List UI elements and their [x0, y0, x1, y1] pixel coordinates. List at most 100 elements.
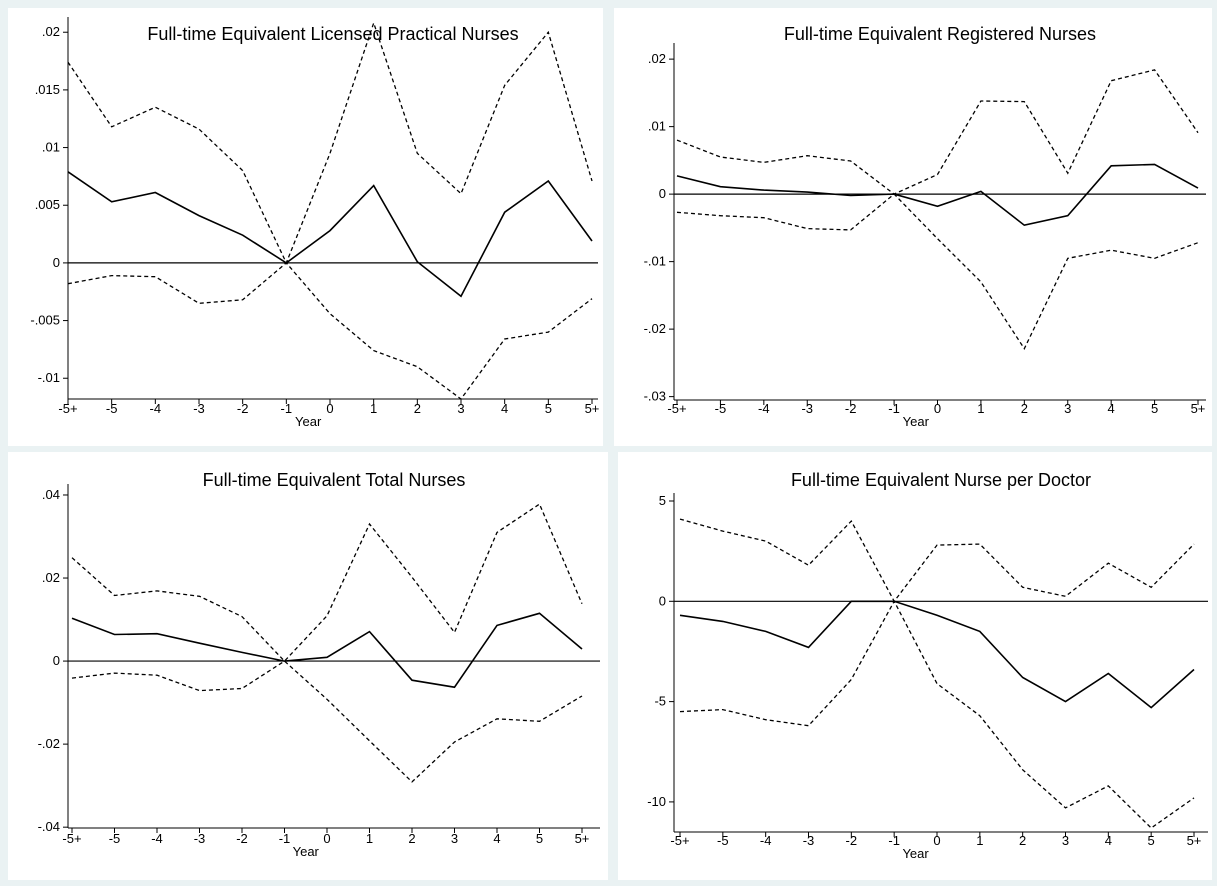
x-tick-label: -3: [194, 831, 206, 846]
y-tick-label: .04: [42, 487, 60, 502]
x-tick-label: -2: [236, 831, 248, 846]
series-line-estimate: [679, 600, 1195, 709]
y-tick-label: .01: [648, 119, 666, 134]
x-tick-label: 5+: [1191, 401, 1206, 416]
x-tick-label: 5: [1151, 401, 1158, 416]
series-line-ci-upper: [71, 503, 583, 663]
x-tick-label: 1: [366, 831, 373, 846]
x-axis-label: Year: [902, 846, 929, 861]
x-tick-label: 3: [1064, 401, 1071, 416]
chart-panel-nurse-per-doctor: Full-time Equivalent Nurse per Doctor 5 0 -…: [618, 452, 1212, 880]
x-tick-label: -5+: [62, 831, 81, 846]
x-tick-label: 5+: [1187, 833, 1202, 848]
x-tick-label: 0: [934, 401, 941, 416]
chart-title: Full-time Equivalent Total Nurses: [203, 470, 466, 490]
series-line-ci-upper: [67, 20, 593, 265]
x-tick-label: -5: [715, 401, 727, 416]
x-axis-label: Year: [295, 414, 322, 429]
chart-svg: Full-time Equivalent Registered Nurses .0…: [644, 24, 1206, 429]
y-tick-label: -.01: [644, 254, 666, 269]
y-tick-label: 0: [659, 593, 666, 608]
y-tick-label: 0: [53, 653, 60, 668]
y-tick-label: 0: [659, 186, 666, 201]
chart-title: Full-time Equivalent Registered Nurses: [784, 24, 1096, 44]
series-line-ci-lower: [71, 660, 583, 783]
x-tick-label: -5+: [670, 833, 689, 848]
series-line-ci-lower: [676, 193, 1199, 351]
series-line-estimate: [676, 163, 1199, 227]
x-tick-label: 1: [976, 833, 983, 848]
x-tick-label: -4: [151, 831, 163, 846]
x-tick-label: 2: [414, 401, 421, 416]
x-tick-label: 4: [1105, 833, 1112, 848]
chart-svg: Full-time Equivalent Nurse per Doctor 5 0 -…: [647, 470, 1208, 861]
x-tick-label: -5: [717, 833, 729, 848]
x-tick-label: 4: [1108, 401, 1115, 416]
y-tick-label: -.01: [38, 370, 60, 385]
y-tick-label: 5: [659, 493, 666, 508]
chart-svg: Full-time Equivalent Total Nurses .04 .02 0…: [38, 470, 600, 859]
y-tick-label: -.02: [38, 736, 60, 751]
x-tick-label: 0: [323, 831, 330, 846]
x-tick-label: -5: [109, 831, 121, 846]
x-axis-label: Year: [903, 414, 930, 429]
y-tick-label: -.02: [644, 321, 666, 336]
x-tick-label: 5+: [575, 831, 590, 846]
y-tick-label: .005: [35, 197, 60, 212]
x-tick-label: -1: [888, 401, 900, 416]
chart-panel-rn: Full-time Equivalent Registered Nurses .0…: [614, 8, 1212, 446]
chart-title: Full-time Equivalent Nurse per Doctor: [791, 470, 1091, 490]
series-line-ci-lower: [679, 599, 1195, 829]
x-tick-label: 2: [1019, 833, 1026, 848]
y-tick-label: .01: [42, 140, 60, 155]
y-tick-label: .02: [42, 570, 60, 585]
x-tick-label: 5+: [585, 401, 600, 416]
x-tick-label: -1: [888, 833, 900, 848]
x-tick-label: -3: [801, 401, 813, 416]
series-line-estimate: [71, 612, 583, 689]
x-tick-label: 2: [408, 831, 415, 846]
x-tick-label: -3: [803, 833, 815, 848]
x-tick-label: 5: [545, 401, 552, 416]
x-tick-label: -1: [281, 401, 293, 416]
x-tick-label: -5: [106, 401, 118, 416]
series-line-ci-upper: [676, 69, 1199, 195]
y-tick-label: 0: [53, 255, 60, 270]
x-tick-label: -1: [279, 831, 291, 846]
x-tick-label: 1: [370, 401, 377, 416]
series-line-estimate: [67, 171, 593, 298]
x-tick-label: 0: [326, 401, 333, 416]
x-tick-label: -4: [150, 401, 162, 416]
x-tick-label: -3: [193, 401, 205, 416]
x-tick-label: 3: [1062, 833, 1069, 848]
x-tick-label: 4: [493, 831, 500, 846]
y-tick-label: .02: [648, 51, 666, 66]
x-tick-label: -5+: [58, 401, 77, 416]
x-tick-label: 2: [1021, 401, 1028, 416]
chart-panel-total-nurses: Full-time Equivalent Total Nurses .04 .02 0…: [8, 452, 608, 880]
x-tick-label: -2: [237, 401, 249, 416]
x-tick-label: 0: [933, 833, 940, 848]
series-line-ci-lower: [67, 261, 593, 400]
y-tick-label: -.04: [38, 819, 60, 834]
y-tick-label: -5: [654, 694, 666, 709]
x-tick-label: -5+: [667, 401, 686, 416]
chart-svg: Full-time Equivalent Licensed Practical …: [30, 17, 600, 429]
x-tick-label: 5: [1148, 833, 1155, 848]
x-tick-label: 5: [536, 831, 543, 846]
y-tick-label: -.005: [30, 313, 60, 328]
x-tick-label: 3: [457, 401, 464, 416]
y-tick-label: -.03: [644, 389, 666, 404]
series-line-ci-upper: [679, 518, 1195, 603]
x-tick-label: -4: [760, 833, 772, 848]
x-tick-label: 4: [501, 401, 508, 416]
y-tick-label: -10: [647, 794, 666, 809]
x-tick-label: 3: [451, 831, 458, 846]
x-axis-label: Year: [293, 844, 320, 859]
y-tick-label: .015: [35, 82, 60, 97]
x-tick-label: -4: [758, 401, 770, 416]
y-tick-label: .02: [42, 24, 60, 39]
x-tick-label: -2: [845, 401, 857, 416]
chart-panel-lpn: Full-time Equivalent Licensed Practical …: [8, 8, 603, 446]
x-tick-label: -2: [846, 833, 858, 848]
